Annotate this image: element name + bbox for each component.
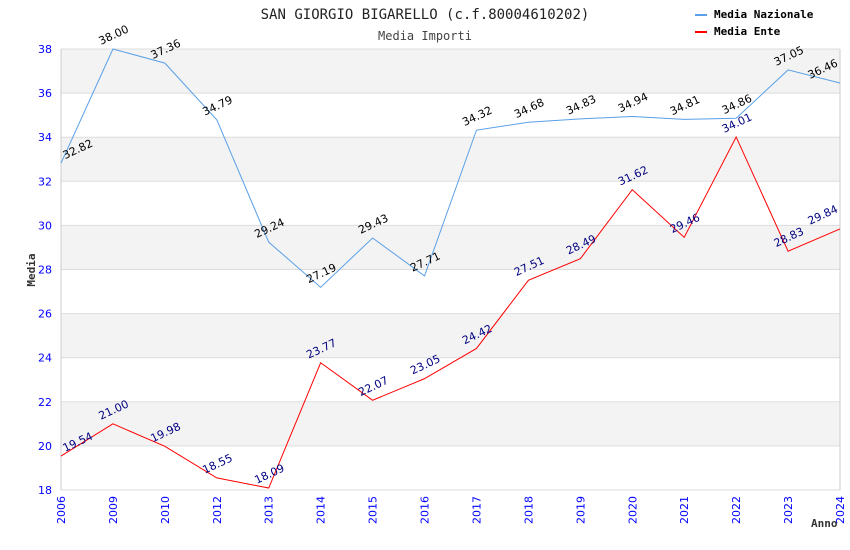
x-tick-label: 2018	[522, 496, 535, 524]
x-tick-label: 2012	[211, 496, 224, 524]
x-tick-label: 2006	[55, 496, 68, 524]
series-line-0	[60, 48, 841, 289]
x-axis-label: Anno	[811, 517, 838, 530]
data-label: 34.81	[668, 93, 702, 118]
y-tick-label: 34	[38, 131, 52, 144]
y-tick-label: 32	[38, 175, 52, 188]
x-tick-label: 2017	[470, 496, 483, 524]
series-line-1	[60, 135, 841, 489]
x-tick-label: 2019	[574, 496, 587, 524]
data-label: 34.68	[512, 96, 546, 121]
y-tick-label: 26	[38, 308, 52, 321]
grid-band	[61, 137, 840, 182]
y-axis-label: Media	[25, 253, 38, 286]
grid-band	[61, 225, 840, 270]
x-tick-label: 2024	[834, 496, 847, 524]
x-tick-label: 2023	[782, 496, 795, 524]
data-label: 34.32	[460, 104, 494, 129]
y-tick-label: 30	[38, 219, 52, 232]
data-label: 18.55	[201, 451, 235, 476]
x-tick-label: 2021	[678, 496, 691, 524]
chart-title: SAN GIORGIO BIGARELLO (c.f.80004610202)	[261, 7, 590, 23]
data-label: 29.84	[806, 203, 840, 228]
y-tick-label: 38	[38, 43, 52, 56]
x-tick-label: 2022	[730, 496, 743, 524]
y-tick-label: 20	[38, 440, 52, 453]
x-tick-label: 2015	[367, 496, 380, 524]
data-label: 38.00	[97, 23, 131, 48]
chart-subtitle: Media Importi	[378, 29, 472, 43]
x-tick-label: 2009	[107, 496, 120, 524]
y-tick-label: 36	[38, 87, 52, 100]
data-label: 34.79	[201, 93, 235, 118]
grid-band	[61, 313, 840, 358]
x-tick-label: 2020	[626, 496, 639, 524]
legend-label-nazionale: Media Nazionale	[714, 8, 814, 21]
y-tick-label: 28	[38, 264, 52, 277]
y-tick-label: 24	[38, 352, 52, 365]
grid-band	[61, 401, 840, 446]
legend-label-ente: Media Ente	[714, 25, 781, 38]
x-tick-label: 2014	[315, 496, 328, 524]
y-tick-label: 22	[38, 396, 52, 409]
data-label: 34.94	[616, 90, 650, 115]
x-tick-label: 2016	[419, 496, 432, 524]
y-tick-label: 18	[38, 484, 52, 497]
data-label: 34.83	[564, 93, 598, 118]
x-tick-label: 2013	[263, 496, 276, 524]
grid-band	[61, 49, 840, 94]
x-tick-label: 2010	[159, 496, 172, 524]
legend: Media Nazionale Media Ente	[690, 3, 830, 41]
data-label: 18.09	[253, 462, 287, 487]
